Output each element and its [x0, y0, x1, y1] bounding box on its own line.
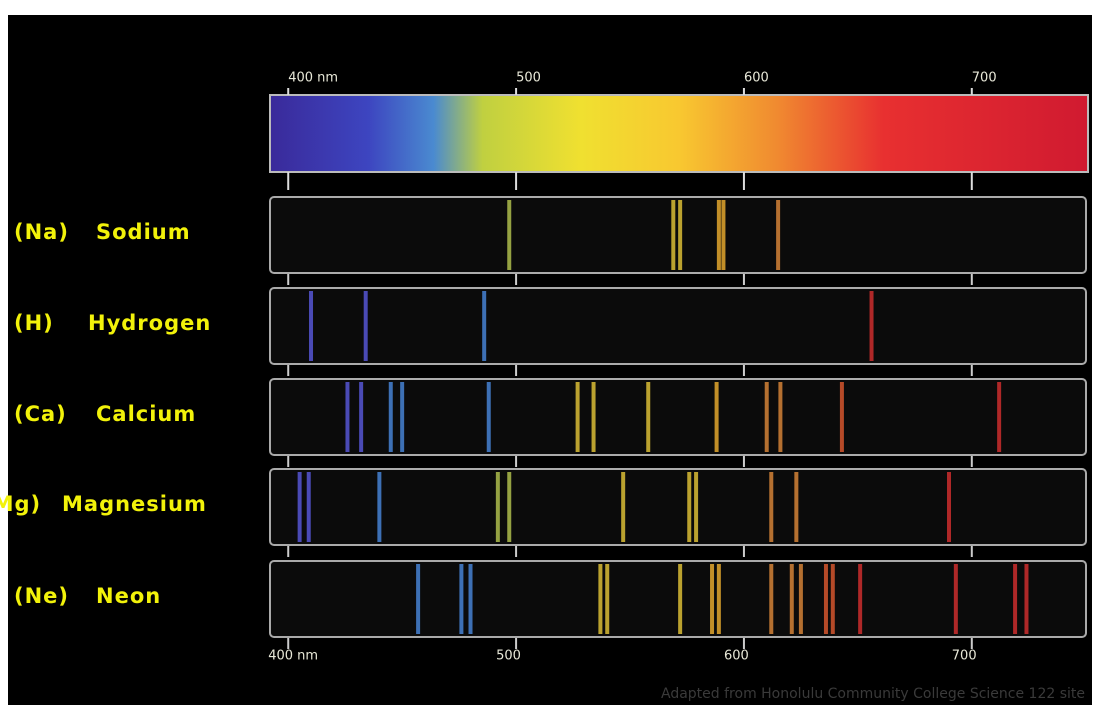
credit: Adapted from Honolulu Community College …	[661, 686, 1085, 702]
bottom-tick-label: 700	[952, 649, 977, 664]
top-tick-label: 400 nm	[288, 71, 338, 86]
element-symbol: (H)	[14, 311, 54, 335]
element-name: Calcium	[96, 402, 196, 426]
bottom-tick-label: 600	[724, 649, 749, 664]
bottom-tick-label: 500	[496, 649, 521, 664]
element-panel	[270, 469, 1086, 545]
element-name: Sodium	[96, 220, 191, 244]
top-tick-label: 700	[972, 71, 997, 86]
element-panel	[270, 288, 1086, 364]
element-panel	[270, 561, 1086, 637]
top-tick-label: 500	[516, 71, 541, 86]
element-symbol: (Ca)	[14, 402, 67, 426]
element-panel	[270, 197, 1086, 273]
chart: Adapted from Honolulu Community College …	[0, 0, 1100, 709]
element-symbol: (Ne)	[14, 584, 69, 608]
element-name: Hydrogen	[88, 311, 211, 335]
element-name: Neon	[96, 584, 161, 608]
element-name: Magnesium	[62, 492, 207, 516]
bottom-tick-label: 400 nm	[268, 649, 318, 664]
element-symbol: (Mg)	[0, 492, 41, 516]
top-tick-label: 600	[744, 71, 769, 86]
element-symbol: (Na)	[14, 220, 69, 244]
visible-spectrum	[270, 95, 1088, 172]
